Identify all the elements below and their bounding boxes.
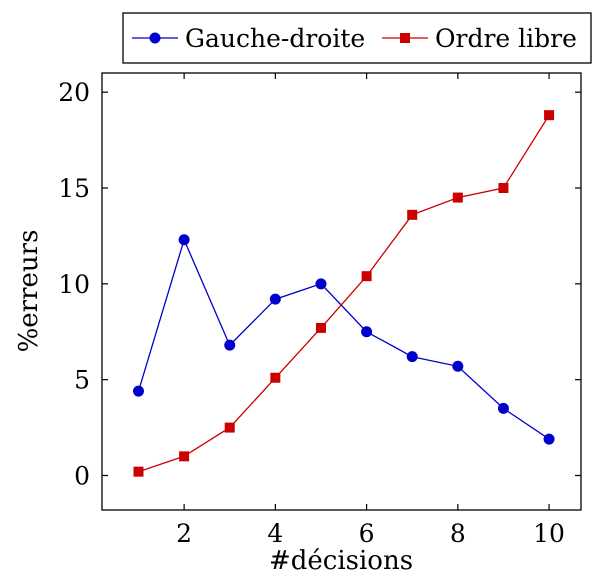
data-point-ordre-libre (315, 322, 326, 333)
x-tick-label: 4 (267, 519, 283, 548)
data-point-ordre-libre (452, 192, 463, 203)
data-point-gauche-droite (406, 351, 418, 363)
data-point-gauche-droite (178, 234, 190, 246)
legend-box (122, 12, 592, 64)
legend-label-gauche-droite: Gauche-droite (185, 24, 365, 53)
y-tick-label: 5 (74, 366, 90, 395)
x-tick-label: 8 (450, 519, 466, 548)
y-tick-label: 15 (58, 174, 90, 203)
data-point-ordre-libre (544, 110, 555, 121)
data-point-ordre-libre (270, 372, 281, 383)
x-tick-label: 2 (176, 519, 192, 548)
data-point-gauche-droite (543, 433, 555, 445)
data-point-ordre-libre (498, 183, 509, 193)
legend-marker-gauche-droite (149, 32, 161, 44)
data-point-ordre-libre (133, 466, 144, 477)
y-tick-label: 10 (58, 270, 90, 299)
plot-frame (101, 72, 582, 511)
data-point-gauche-droite (315, 278, 327, 290)
y-axis-title: %erreurs (14, 230, 44, 353)
data-point-ordre-libre (179, 451, 190, 462)
y-tick-label: 20 (58, 78, 90, 107)
axis-ticks: 2 4 6 8 10 0 5 10 15 20 (58, 73, 581, 548)
y-tick-label: 0 (74, 462, 90, 491)
data-point-gauche-droite (497, 402, 509, 414)
x-tick-label: 6 (359, 519, 375, 548)
data-point-gauche-droite (269, 293, 281, 305)
data-point-ordre-libre (361, 271, 372, 282)
legend: Gauche-droite Ordre libre (122, 12, 592, 64)
data-point-gauche-droite (361, 326, 373, 338)
data-point-gauche-droite (452, 360, 464, 372)
legend-label-ordre-libre: Ordre libre (435, 24, 577, 53)
x-axis-title: #décisions (269, 546, 413, 576)
legend-marker-ordre-libre (400, 33, 410, 43)
data-point-ordre-libre (224, 422, 235, 433)
x-tick-label: 10 (533, 519, 565, 548)
data-point-gauche-droite (224, 339, 236, 351)
data-point-ordre-libre (407, 209, 418, 220)
series-line-ordre-libre (138, 114, 550, 473)
data-point-gauche-droite (132, 385, 144, 397)
series-layer (132, 110, 555, 477)
series-line-gauche-droite (137, 237, 550, 440)
